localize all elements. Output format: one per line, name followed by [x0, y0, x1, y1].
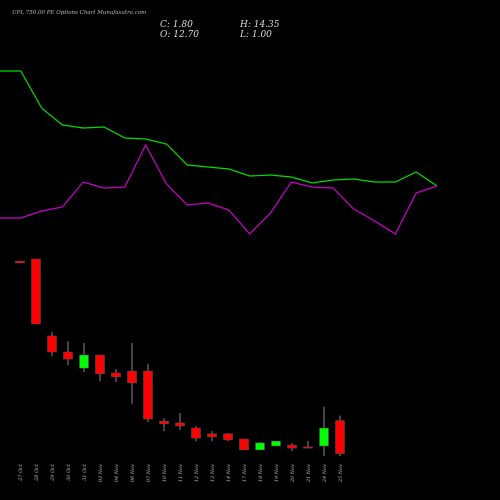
line-series [0, 143, 438, 235]
high-label: H: 14.35 [239, 20, 280, 30]
x-tick-label: 07 Nov [146, 464, 152, 482]
x-tick-label: 31 Oct [82, 463, 88, 481]
x-tick-label: 12 Nov [194, 464, 200, 482]
candle-body [175, 422, 185, 427]
candle-body [239, 438, 249, 451]
x-tick-label: 10 Nov [162, 464, 168, 482]
x-tick-label: 04 Nov [114, 464, 120, 482]
x-tick-label: 28 Oct [34, 463, 40, 482]
x-tick-label: 18 Nov [258, 464, 264, 482]
candle-body [223, 433, 233, 441]
x-tick-label: 29 Oct [50, 463, 56, 482]
candle-body [95, 354, 105, 375]
x-tick-label: 13 Nov [210, 464, 216, 482]
x-tick-label: 19 Nov [274, 464, 280, 482]
candle-body [143, 370, 153, 420]
x-tick-label: 21 Nov [306, 464, 312, 483]
candle-body [47, 335, 57, 353]
chart-title: UPL 750.00 PE Options Chart Munafasutra.… [12, 10, 146, 16]
candle-body [31, 258, 41, 325]
x-tick-label: 17 Nov [242, 464, 248, 482]
candle-body [319, 427, 329, 447]
candle-body [79, 354, 89, 369]
candle-body [207, 433, 217, 438]
x-tick-label: 27 Oct [18, 463, 24, 482]
candle-body [271, 440, 281, 447]
x-tick-label: 03 Nov [98, 464, 104, 482]
candle-body [287, 444, 297, 449]
candle-body [335, 420, 345, 454]
close-label: C: 1.80 [160, 20, 193, 30]
candle-body [111, 372, 121, 378]
x-tick-label: 20 Nov [290, 464, 296, 483]
candle-body [63, 351, 73, 360]
candle-body [303, 446, 313, 449]
line-series [0, 70, 438, 187]
x-tick-label: 25 Nov [338, 464, 344, 483]
x-tick-label: 11 Nov [178, 464, 184, 482]
candle-body [255, 442, 265, 451]
x-tick-label: 30 Oct [66, 463, 72, 481]
open-label: O: 12.70 [160, 30, 199, 40]
candle-body [15, 260, 25, 264]
x-tick-label: 06 Nov [130, 464, 136, 482]
x-tick-label: 14 Nov [226, 464, 232, 482]
candle-body [159, 420, 169, 425]
candle-body [191, 427, 201, 439]
x-tick-label: 24 Nov [322, 464, 328, 483]
low-label: L: 1.00 [239, 30, 272, 40]
candle-body [127, 370, 137, 384]
